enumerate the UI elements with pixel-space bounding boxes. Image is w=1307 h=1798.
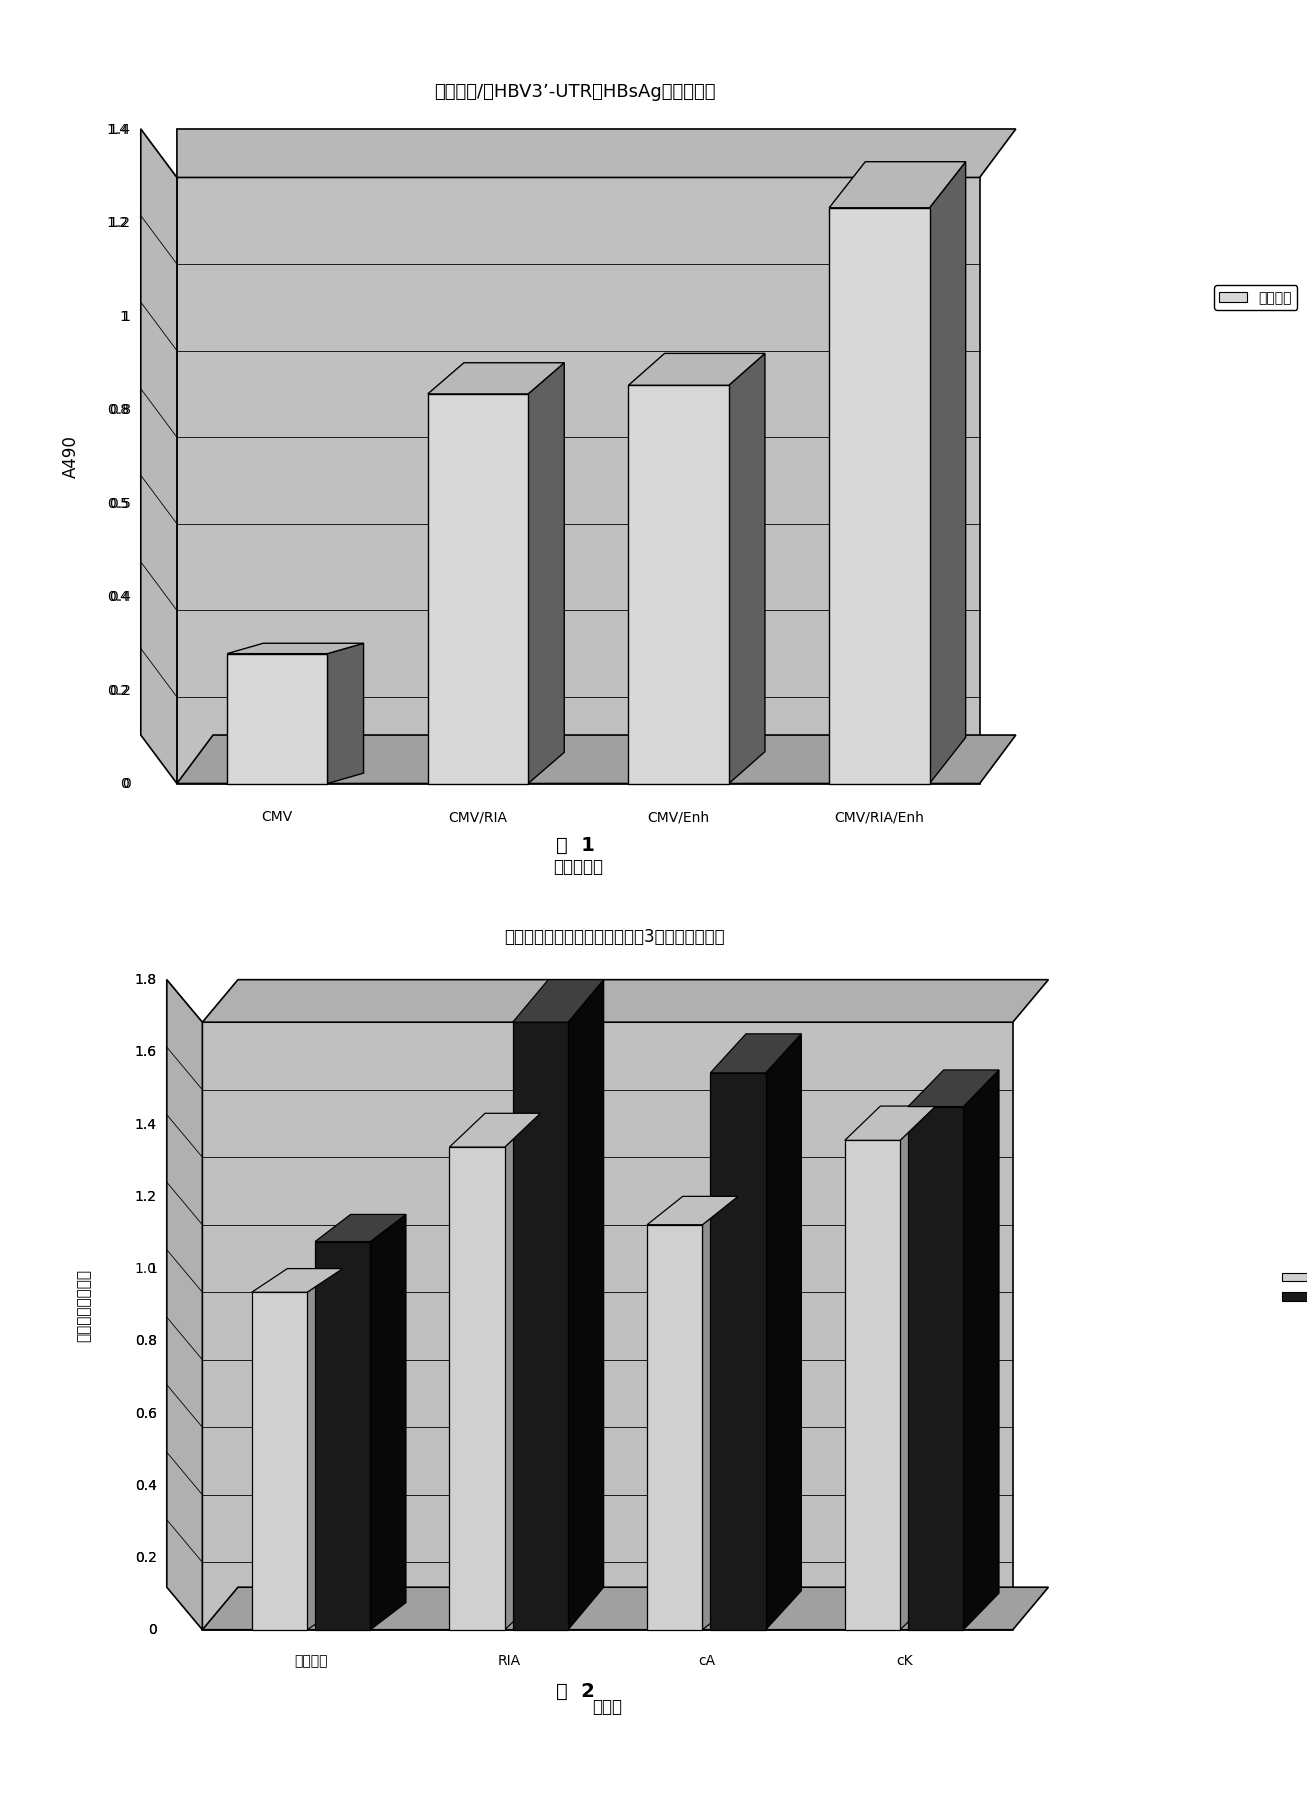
Text: cA: cA	[698, 1654, 715, 1667]
Polygon shape	[203, 980, 1048, 1023]
Bar	[176, 178, 979, 784]
Polygon shape	[315, 1215, 405, 1242]
Text: 1: 1	[120, 309, 128, 324]
Text: A490: A490	[61, 435, 80, 478]
Polygon shape	[176, 735, 1016, 784]
Polygon shape	[450, 1113, 540, 1147]
Text: 0.4: 0.4	[107, 590, 128, 604]
Text: 0.8: 0.8	[135, 1334, 157, 1348]
Text: 0.2: 0.2	[107, 683, 128, 698]
Polygon shape	[512, 980, 604, 1023]
Text: 1.0: 1.0	[135, 1262, 157, 1277]
Text: CMV/Enh: CMV/Enh	[647, 809, 710, 823]
Bar	[315, 1242, 370, 1629]
Polygon shape	[505, 1113, 540, 1629]
Text: 0.8: 0.8	[135, 1334, 157, 1348]
Text: 0: 0	[148, 1624, 157, 1636]
Polygon shape	[427, 363, 565, 394]
Text: 1.2: 1.2	[108, 216, 131, 230]
Bar	[629, 387, 728, 784]
Text: 0.4: 0.4	[108, 590, 131, 604]
Bar	[647, 1224, 702, 1629]
Text: 1.8: 1.8	[135, 973, 157, 987]
Text: 存在的元件: 存在的元件	[553, 858, 603, 876]
Bar	[844, 1140, 899, 1629]
Polygon shape	[647, 1196, 737, 1224]
Text: 1.4: 1.4	[107, 122, 128, 137]
Polygon shape	[963, 1070, 999, 1629]
Text: CMV: CMV	[261, 809, 293, 823]
Bar	[512, 1023, 567, 1629]
Polygon shape	[844, 1106, 936, 1140]
Polygon shape	[567, 980, 604, 1629]
Polygon shape	[203, 1588, 1048, 1629]
Text: 0.5: 0.5	[107, 496, 128, 511]
Text: 1.6: 1.6	[135, 1045, 157, 1059]
Text: 内含子: 内含子	[592, 1697, 622, 1715]
Text: 0.5: 0.5	[108, 496, 131, 511]
Bar	[203, 1023, 1013, 1629]
Text: 图  2: 图 2	[555, 1681, 595, 1701]
Title: 内含子和/或HBV3’-UTR对HBsAg表达的作用: 内含子和/或HBV3’-UTR对HBsAg表达的作用	[434, 83, 716, 101]
Polygon shape	[899, 1106, 936, 1629]
Text: 图  1: 图 1	[555, 836, 595, 856]
Text: RIA: RIA	[497, 1654, 520, 1667]
Polygon shape	[528, 363, 565, 784]
Polygon shape	[929, 162, 966, 784]
Polygon shape	[176, 129, 1016, 178]
Polygon shape	[327, 644, 363, 784]
Text: 0.4: 0.4	[135, 1478, 157, 1492]
Text: 0.8: 0.8	[108, 403, 131, 417]
Bar	[829, 209, 929, 784]
Text: 1.6: 1.6	[135, 1045, 157, 1059]
Text: 1.4: 1.4	[135, 1117, 157, 1131]
Text: 0.2: 0.2	[135, 1550, 157, 1564]
Polygon shape	[728, 354, 765, 784]
Legend: 第一系列: 第一系列	[1213, 286, 1297, 311]
Bar	[908, 1108, 963, 1629]
Polygon shape	[629, 354, 765, 387]
Polygon shape	[167, 980, 203, 1629]
Text: cK: cK	[895, 1654, 912, 1667]
Text: 0.2: 0.2	[135, 1550, 157, 1564]
Polygon shape	[908, 1070, 999, 1108]
Polygon shape	[710, 1034, 801, 1073]
Text: 0: 0	[120, 777, 128, 791]
Bar	[450, 1147, 505, 1629]
Text: 0.6: 0.6	[135, 1406, 157, 1420]
Text: 1.8: 1.8	[135, 973, 157, 987]
Text: CMV/RIA: CMV/RIA	[448, 809, 507, 823]
Bar	[252, 1293, 307, 1629]
Text: 与基本载体的比率: 与基本载体的比率	[76, 1268, 91, 1341]
Polygon shape	[227, 644, 363, 654]
Text: 1.2: 1.2	[107, 216, 128, 230]
Polygon shape	[702, 1196, 737, 1629]
Legend: BataGal(B16), HBsAg(SSC15): BataGal(B16), HBsAg(SSC15)	[1277, 1266, 1307, 1309]
Title: 加入内含子对抗原表达的影响（3次实验平均値）: 加入内含子对抗原表达的影响（3次实验平均値）	[505, 928, 724, 946]
Polygon shape	[370, 1215, 405, 1629]
Text: 1: 1	[148, 1262, 157, 1277]
Text: 基本载体: 基本载体	[294, 1654, 328, 1667]
Text: 0: 0	[122, 777, 131, 791]
Bar	[427, 394, 528, 784]
Bar	[227, 654, 327, 784]
Text: 0.6: 0.6	[135, 1406, 157, 1420]
Text: 1.4: 1.4	[135, 1117, 157, 1131]
Polygon shape	[307, 1269, 342, 1629]
Text: 0: 0	[148, 1624, 157, 1636]
Text: 1.2: 1.2	[135, 1190, 157, 1203]
Bar	[710, 1073, 766, 1629]
Text: 1.2: 1.2	[135, 1190, 157, 1203]
Text: 0.8: 0.8	[107, 403, 128, 417]
Polygon shape	[141, 129, 176, 784]
Text: 1: 1	[122, 309, 131, 324]
Polygon shape	[252, 1269, 342, 1293]
Text: CMV/RIA/Enh: CMV/RIA/Enh	[834, 809, 924, 823]
Polygon shape	[766, 1034, 801, 1629]
Text: 1.4: 1.4	[108, 122, 131, 137]
Polygon shape	[829, 162, 966, 209]
Text: 0.2: 0.2	[108, 683, 131, 698]
Text: 0.4: 0.4	[135, 1478, 157, 1492]
